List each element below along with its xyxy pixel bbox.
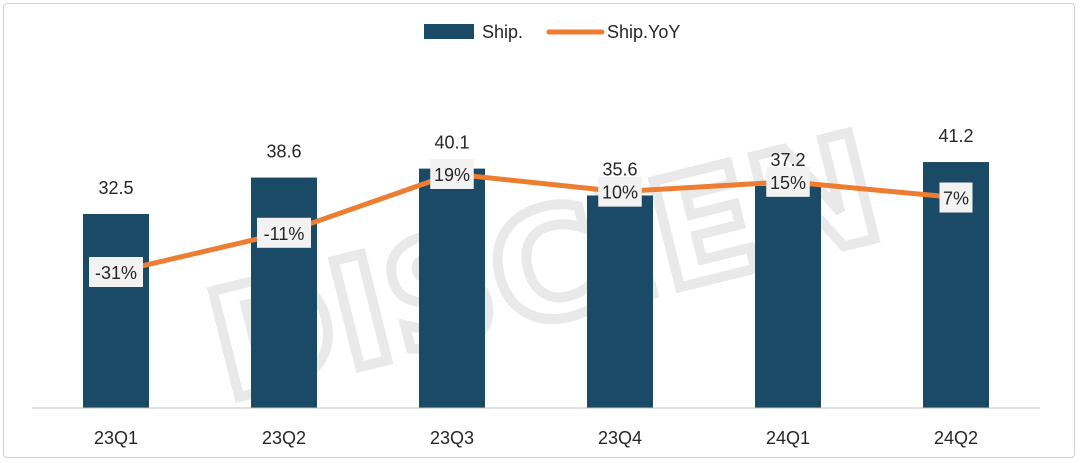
x-tick-label: 23Q4 (598, 428, 642, 448)
bar-value-label: 37.2 (770, 150, 805, 170)
legend-swatch-ship (424, 24, 474, 39)
yoy-label-text: 10% (602, 183, 638, 203)
bar-23q4 (587, 195, 653, 408)
bar-value-label: 40.1 (434, 133, 469, 153)
yoy-label-text: 15% (770, 173, 806, 193)
yoy-label-text: 19% (434, 165, 470, 185)
x-tick-label: 23Q2 (262, 428, 306, 448)
yoy-label-text: -11% (264, 224, 305, 244)
legend-label-ship: Ship. (482, 22, 523, 42)
yoy-label-text: 7% (943, 189, 969, 209)
bar-value-label: 35.6 (602, 159, 637, 179)
yoy-data-label: 19% (430, 159, 474, 189)
bar-value-label: 41.2 (938, 126, 973, 146)
yoy-data-label: 7% (939, 182, 973, 213)
bar-value-label: 32.5 (98, 178, 133, 198)
x-tick-label: 24Q2 (934, 428, 978, 448)
yoy-data-label: -11% (257, 217, 311, 248)
yoy-data-label: 15% (766, 166, 810, 197)
bar-value-label: 38.6 (266, 142, 301, 162)
bar-24q1 (755, 185, 821, 408)
yoy-series-line (113, 171, 959, 275)
yoy-label-box (257, 217, 311, 248)
yoy-data-label: -31% (89, 257, 143, 287)
yoy-label-box (89, 257, 143, 287)
chart-frame (3, 3, 1075, 458)
bar-23q2 (251, 177, 317, 408)
x-tick-label: 23Q1 (94, 428, 138, 448)
yoy-label-box (598, 176, 642, 207)
x-tick-label: 24Q1 (766, 428, 810, 448)
bar-23q3 (419, 168, 485, 408)
yoy-label-box (939, 182, 973, 213)
yoy-label-box (430, 159, 474, 189)
yoy-label-box (766, 166, 810, 197)
yoy-data-label: 10% (598, 176, 642, 207)
legend-label-yoy: Ship.YoY (607, 22, 680, 42)
legend: Ship. Ship.YoY (424, 22, 680, 42)
x-tick-label: 23Q3 (430, 428, 474, 448)
bar-23q1 (83, 213, 149, 408)
yoy-label-text: -31% (95, 263, 137, 283)
